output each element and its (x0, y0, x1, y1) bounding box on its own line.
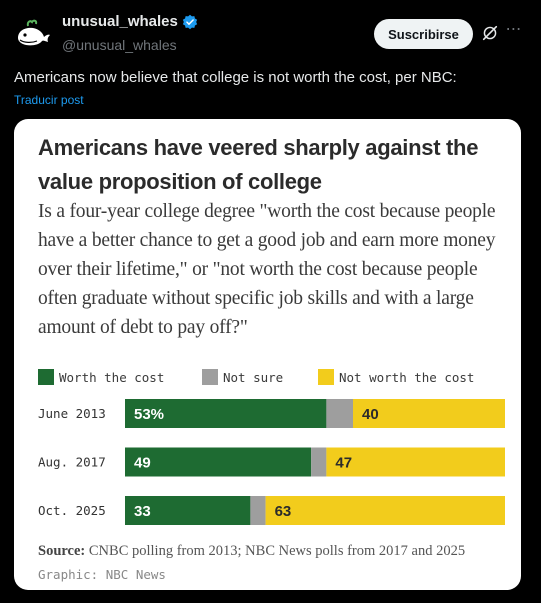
data-label: 63 (275, 503, 292, 520)
stacked-bar-chart: June 2013 53% 40 Aug. 2017 49 47 Oct. 2025 33 63 (38, 399, 505, 525)
author-name[interactable]: unusual_whales (62, 13, 198, 30)
bar-segment (125, 496, 251, 525)
chart-source: Source: CNBC polling from 2013; NBC News… (38, 543, 518, 560)
bar-segment (250, 496, 266, 525)
legend-label-not-worth: Not worth the cost (339, 369, 475, 385)
bar-segment (353, 399, 505, 428)
chart-subtitle: Is a four-year college degree "worth the… (38, 201, 496, 338)
subscribe-button[interactable]: Suscribirse (374, 19, 473, 49)
chart-title: Americans have veered sharply against th… (38, 135, 479, 194)
bar-segment (125, 399, 327, 428)
whale-logo-icon (12, 14, 52, 54)
data-label: 49 (134, 455, 151, 472)
verified-badge-icon (182, 14, 198, 29)
data-label: 33 (134, 503, 151, 520)
legend-item-worth: Worth the cost (38, 368, 164, 386)
graphic-credit: Graphic: NBC News (38, 567, 166, 582)
data-label: 53% (134, 406, 164, 423)
post-header: unusual_whales @unusual_whales Suscribir… (0, 0, 541, 62)
legend-label-not-sure: Not sure (223, 369, 284, 385)
legend-label-worth: Worth the cost (59, 369, 165, 385)
category-label: Aug. 2017 (38, 455, 106, 470)
legend-swatch-not-worth (318, 369, 334, 385)
post-text: Americans now believe that college is no… (14, 69, 457, 86)
legend-swatch-worth (38, 369, 54, 385)
translate-link[interactable]: Traducir post (14, 93, 84, 107)
bar-segment (326, 447, 505, 477)
source-label: Source: (38, 543, 86, 559)
legend-item-not-sure: Not sure (202, 368, 283, 386)
category-label: June 2013 (38, 406, 106, 421)
chart-legend: Worth the cost Not sure Not worth the co… (38, 368, 518, 386)
legend-swatch-not-sure (202, 369, 218, 385)
more-icon[interactable]: ⋯ (505, 21, 523, 38)
category-label: Oct. 2025 (38, 503, 106, 518)
source-text: CNBC polling from 2013; NBC News polls f… (88, 543, 466, 559)
bar-segment (265, 496, 505, 525)
bar-segment (125, 447, 312, 477)
data-label: 47 (335, 455, 352, 472)
chart-image-card[interactable]: Americans have veered sharply against th… (14, 119, 521, 590)
bar-segment (311, 447, 327, 477)
avatar[interactable] (12, 14, 52, 54)
legend-item-not-worth: Not worth the cost (318, 368, 474, 386)
author-name-text[interactable]: unusual_whales (62, 13, 178, 30)
grok-icon[interactable] (481, 24, 499, 42)
author-handle[interactable]: @unusual_whales (62, 37, 177, 53)
bar-segment (326, 399, 353, 428)
data-label: 40 (362, 406, 379, 423)
